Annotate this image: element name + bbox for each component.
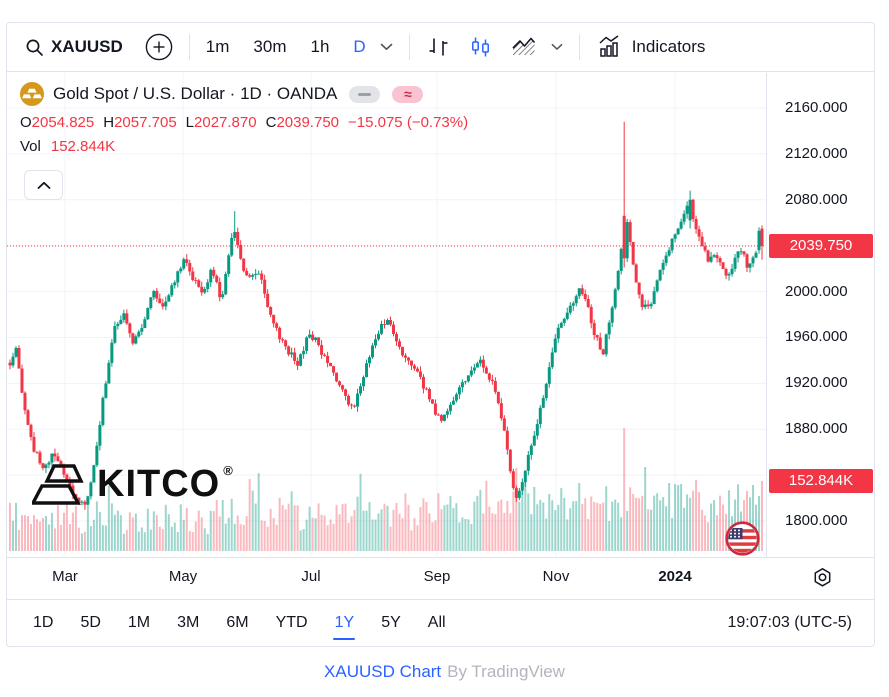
range-tab-1D[interactable]: 1D (33, 614, 54, 631)
toolbar-divider (188, 34, 190, 60)
by-tradingview-text: By TradingView (447, 662, 565, 681)
compare-add-symbol-button[interactable] (145, 33, 173, 61)
high-value: 2057.705 (114, 114, 177, 131)
price-tick: 1800.000 (785, 511, 848, 529)
interval-button-1h[interactable]: 1h (310, 37, 330, 56)
symbol-name: XAUUSD (51, 37, 123, 56)
last-price-label: 2039.750 (769, 233, 873, 258)
symbol-chart-link[interactable]: XAUUSD Chart (324, 662, 442, 681)
gold-bars-icon (32, 464, 84, 505)
last-volume-label: 152.844K (769, 468, 873, 493)
candles-style-icon[interactable] (469, 35, 492, 59)
candle-series (8, 121, 764, 510)
open-label: O (20, 114, 32, 131)
hide-series-pill[interactable] (349, 85, 381, 103)
range-tab-6M[interactable]: 6M (226, 614, 249, 631)
collapse-legend-button[interactable] (24, 170, 63, 200)
volume-value: 152.844K (50, 138, 116, 155)
range-tab-YTD[interactable]: YTD (275, 614, 308, 631)
interval-menu-button[interactable] (380, 43, 393, 51)
top-toolbar: XAUUSD 1m 30m 1h D (7, 23, 874, 72)
toolbar-divider (578, 34, 580, 60)
kitco-text: KITCO (97, 463, 221, 505)
chart-legend: Gold Spot / U.S. Dollar · 1D · OANDA ≈ O… (20, 82, 468, 155)
time-tick: 2024 (658, 568, 692, 585)
interval-button-active[interactable]: D (353, 37, 366, 56)
time-tick: Jul (301, 568, 321, 585)
change-value: −15.075 (−0.73%) (348, 114, 469, 131)
axis-settings-button[interactable] (812, 567, 833, 588)
time-tick: Sep (423, 568, 451, 585)
symbol-search-button[interactable]: XAUUSD (25, 37, 123, 57)
clock[interactable]: 19:07:03 (UTC-5) (727, 614, 853, 631)
time-tick: May (168, 568, 198, 585)
price-tick: 2080.000 (785, 190, 848, 208)
price-axis[interactable]: 2160.000 2120.000 2080.000 2000.000 1960.000… (766, 73, 875, 557)
interval-buttons: 1m 30m 1h (206, 37, 330, 57)
range-tab-3M[interactable]: 3M (177, 614, 200, 631)
symbol-title[interactable]: Gold Spot / U.S. Dollar · 1D · OANDA (53, 84, 338, 103)
indicators-icon (599, 35, 619, 57)
low-value: 2027.870 (194, 114, 257, 131)
approx-icon: ≈ (404, 86, 412, 102)
volume-readout: Vol 152.844K (20, 138, 468, 155)
date-range-tabs: 1D 5D 1M 3M 6M YTD 1Y 5Y All (33, 610, 446, 636)
indicators-label: Indicators (631, 37, 706, 56)
close-label: C (265, 114, 277, 131)
ohlc-readout: O2054.825 H2057.705 L2027.870 C2039.750 … (20, 114, 468, 131)
area-chart-icon[interactable] (510, 35, 537, 59)
chevron-down-icon (380, 43, 393, 50)
time-tick: Nov (542, 568, 570, 585)
time-tick: Mar (52, 568, 78, 585)
indicators-button[interactable]: Indicators (596, 34, 706, 60)
volume-series (9, 428, 763, 551)
registered-mark-icon: ® (223, 463, 233, 478)
kitco-watermark: KITCO ® (32, 461, 233, 509)
us-flag-icon (724, 520, 761, 557)
range-tab-5Y[interactable]: 5Y (381, 614, 401, 631)
interval-group: 1m 30m 1h D (206, 37, 366, 57)
dash-icon (358, 92, 372, 96)
chevron-up-icon (37, 181, 50, 189)
price-tick: 1960.000 (785, 328, 848, 346)
volume-label: Vol (20, 138, 41, 155)
range-tab-1M[interactable]: 1M (127, 614, 151, 631)
time-axis[interactable]: Mar May Jul Sep Nov 2024 (7, 557, 874, 599)
bottom-toolbar: 1D 5D 1M 3M 6M YTD 1Y 5Y All 19:07:03 (UTC-5) (7, 599, 874, 646)
price-tick: 2120.000 (785, 144, 848, 162)
price-tick: 1880.000 (785, 420, 848, 438)
ohlc-bars-icon[interactable] (426, 35, 451, 59)
search-icon (26, 39, 43, 56)
interval-button-30m[interactable]: 30m (253, 37, 287, 56)
close-value: 2039.750 (276, 114, 340, 131)
range-tab-1Y[interactable]: 1Y (335, 610, 355, 636)
range-tab-5D[interactable]: 5D (80, 614, 101, 631)
high-label: H (103, 114, 115, 131)
chevron-down-icon (551, 43, 563, 50)
chart-style-group (426, 35, 537, 59)
price-tick: 2000.000 (785, 282, 848, 300)
price-tick: 1920.000 (785, 374, 848, 392)
candlestick-chart[interactable] (7, 73, 766, 557)
approx-values-pill[interactable]: ≈ (392, 85, 424, 103)
gold-coin-icon (20, 82, 44, 106)
plus-circle-icon (145, 33, 173, 61)
price-tick: 2160.000 (785, 99, 848, 116)
interval-button-1m[interactable]: 1m (205, 37, 230, 56)
gear-icon (814, 568, 831, 587)
open-value: 2054.825 (31, 114, 95, 131)
low-label: L (185, 114, 195, 131)
range-tab-All[interactable]: All (427, 614, 446, 631)
attribution-footer: XAUUSD Chart By TradingView (0, 647, 889, 697)
toolbar-divider (408, 34, 410, 60)
style-menu-button[interactable] (551, 43, 563, 51)
